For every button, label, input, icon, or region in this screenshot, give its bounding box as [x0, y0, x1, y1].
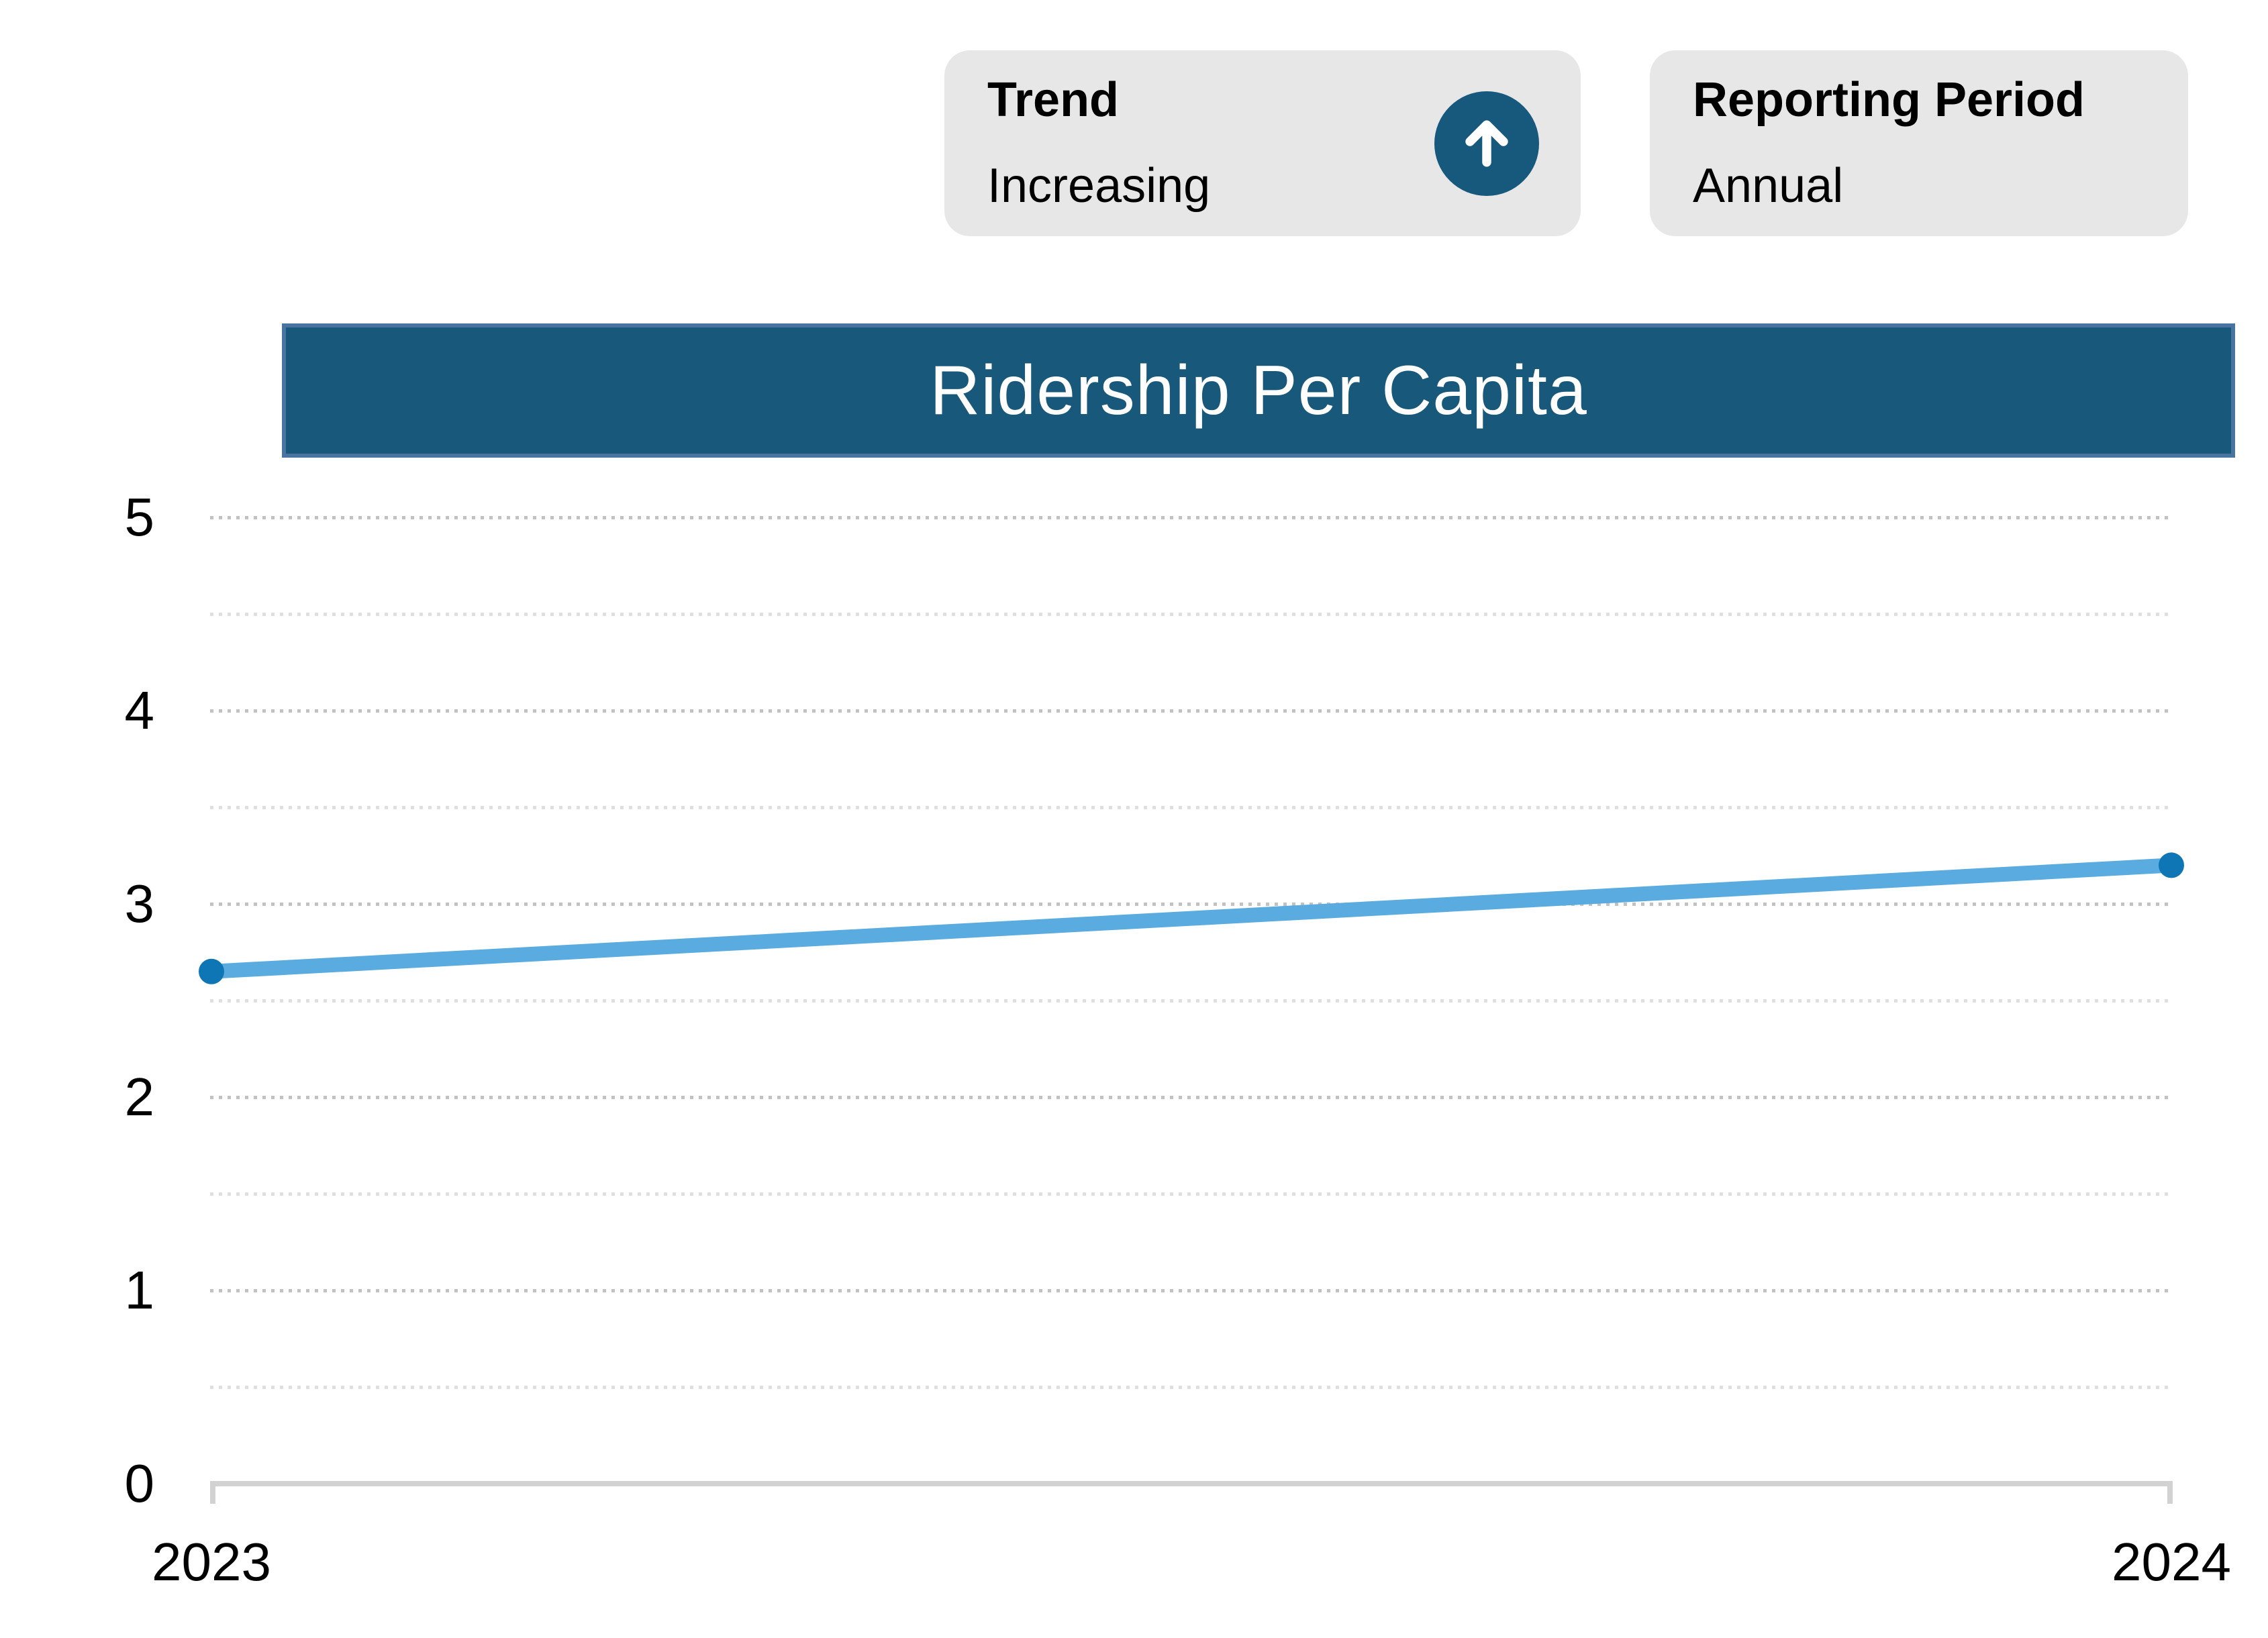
- arrow-up-icon: [1455, 109, 1519, 177]
- minor-gridline: [210, 1386, 2168, 1389]
- major-gridline: [210, 1289, 2168, 1292]
- data-point-marker: [199, 958, 224, 984]
- y-axis-label: 4: [124, 680, 155, 740]
- minor-gridline: [210, 613, 2168, 616]
- minor-gridline: [210, 999, 2168, 1003]
- data-point-marker: [2159, 852, 2184, 878]
- minor-gridline: [210, 1192, 2168, 1196]
- y-axis-label: 2: [124, 1067, 155, 1127]
- chart-title: Ridership Per Capita: [930, 351, 1587, 429]
- y-axis-label: 5: [124, 487, 155, 547]
- y-axis-label: 1: [124, 1260, 155, 1320]
- trend-card-value: Increasing: [987, 159, 1211, 213]
- major-gridline: [210, 903, 2168, 906]
- x-axis-label: 2024: [2112, 1532, 2231, 1592]
- x-axis-tick: [2167, 1485, 2173, 1504]
- y-axis-label: 0: [124, 1453, 155, 1513]
- trend-card: Trend Increasing: [944, 50, 1581, 236]
- minor-gridline: [210, 806, 2168, 809]
- reporting-period-card: Reporting Period Annual: [1650, 50, 2188, 236]
- trend-card-label: Trend: [987, 73, 1120, 127]
- x-axis-tick: [210, 1485, 215, 1504]
- x-axis-line: [210, 1481, 2173, 1486]
- reporting-period-value: Annual: [1693, 159, 1844, 213]
- series-line: [211, 858, 2172, 979]
- y-axis-label: 3: [124, 874, 155, 933]
- major-gridline: [210, 516, 2168, 519]
- major-gridline: [210, 709, 2168, 713]
- x-axis-label: 2023: [152, 1532, 271, 1592]
- reporting-period-label: Reporting Period: [1693, 73, 2085, 127]
- major-gridline: [210, 1096, 2168, 1099]
- trend-icon-circle: [1434, 91, 1539, 196]
- chart-title-bar: Ridership Per Capita: [282, 323, 2235, 458]
